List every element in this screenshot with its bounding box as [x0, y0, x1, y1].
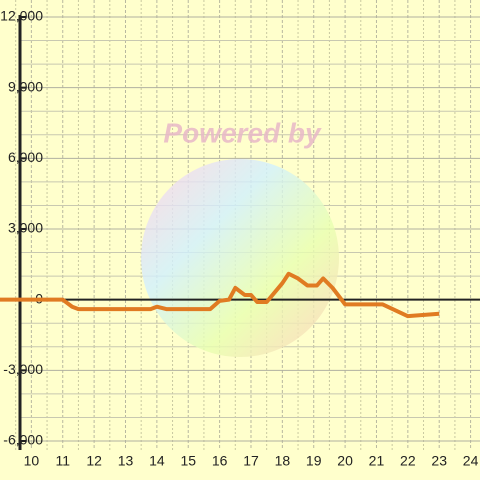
x-tick-label: 18 [275, 453, 291, 469]
x-tick-label: 17 [243, 453, 259, 469]
x-tick-label: 12 [86, 453, 102, 469]
data-line [0, 271, 440, 319]
x-tick-label: 13 [118, 453, 134, 469]
x-tick-label: 16 [212, 453, 228, 469]
y-tick-label: 3,000 [8, 220, 43, 236]
y-tick-label: -6,000 [3, 432, 43, 448]
x-tick-label: 15 [180, 453, 196, 469]
x-tick-label: 22 [400, 453, 416, 469]
x-tick-label: 14 [149, 453, 165, 469]
y-tick-label: 6,000 [8, 149, 43, 165]
x-tick-label: 11 [55, 453, 70, 469]
x-tick-label: 24 [463, 453, 479, 469]
x-tick-label: 23 [431, 453, 447, 469]
x-tick-label: 20 [337, 453, 353, 469]
x-tick-label: 10 [24, 453, 40, 469]
watermark-text: Powered by [163, 117, 322, 148]
y-tick-label: 9,000 [8, 78, 43, 94]
y-tick-label: 12,000 [0, 8, 43, 24]
y-tick-label: -3,000 [3, 361, 43, 377]
x-tick-label: 19 [306, 453, 322, 469]
watermark-disc [141, 159, 339, 357]
x-tick-label: 21 [369, 453, 385, 469]
